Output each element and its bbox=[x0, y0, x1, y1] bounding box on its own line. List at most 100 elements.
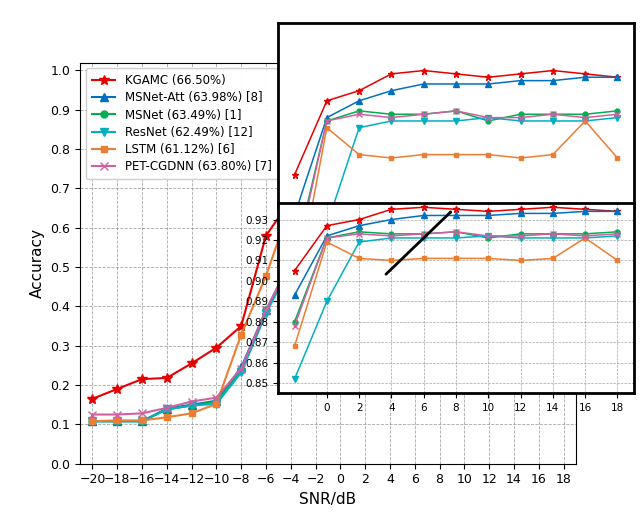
KGAMC (66.50%) bbox=[312, 105, 319, 111]
ResNet (62.49%) [12] bbox=[510, 98, 518, 105]
MSNet (63.49%) [1] bbox=[88, 418, 96, 424]
LSTM (61.12%) [6] bbox=[337, 99, 344, 105]
ResNet (62.49%) [12] bbox=[535, 98, 543, 105]
ResNet (62.49%) [12] bbox=[287, 262, 294, 268]
MSNet (63.49%) [1] bbox=[485, 97, 493, 104]
LSTM (61.12%) [6] bbox=[212, 401, 220, 407]
MSNet-Att (63.98%) [8] bbox=[287, 258, 294, 264]
MSNet-Att (63.98%) [8] bbox=[262, 307, 270, 314]
ResNet (62.49%) [12] bbox=[188, 402, 195, 408]
MSNet (63.49%) [1] bbox=[461, 98, 468, 105]
PET-CGDNN (63.80%) [7] bbox=[188, 399, 195, 405]
MSNet (63.49%) [1] bbox=[287, 262, 294, 268]
KGAMC (66.50%) bbox=[485, 93, 493, 99]
KGAMC (66.50%) bbox=[510, 92, 518, 98]
MSNet (63.49%) [1] bbox=[510, 97, 518, 104]
KGAMC (66.50%) bbox=[560, 93, 568, 100]
MSNet (63.49%) [1] bbox=[262, 307, 270, 314]
LSTM (61.12%) [6] bbox=[436, 102, 444, 108]
ResNet (62.49%) [12] bbox=[312, 126, 319, 132]
PET-CGDNN (63.80%) [7] bbox=[163, 405, 171, 411]
LSTM (61.12%) [6] bbox=[113, 417, 121, 424]
PET-CGDNN (63.80%) [7] bbox=[386, 98, 394, 104]
ResNet (62.49%) [12] bbox=[362, 99, 369, 105]
LSTM (61.12%) [6] bbox=[138, 417, 146, 424]
KGAMC (66.50%) bbox=[362, 95, 369, 101]
PET-CGDNN (63.80%) [7] bbox=[212, 394, 220, 401]
X-axis label: SNR/dB: SNR/dB bbox=[300, 492, 356, 507]
MSNet-Att (63.98%) [8] bbox=[461, 94, 468, 100]
LSTM (61.12%) [6] bbox=[188, 410, 195, 416]
MSNet-Att (63.98%) [8] bbox=[212, 398, 220, 404]
MSNet (63.49%) [1] bbox=[188, 402, 195, 408]
KGAMC (66.50%) bbox=[337, 96, 344, 102]
MSNet (63.49%) [1] bbox=[560, 97, 568, 103]
KGAMC (66.50%) bbox=[212, 344, 220, 351]
MSNet-Att (63.98%) [8] bbox=[188, 402, 195, 408]
MSNet-Att (63.98%) [8] bbox=[535, 93, 543, 100]
ResNet (62.49%) [12] bbox=[436, 98, 444, 105]
MSNet-Att (63.98%) [8] bbox=[411, 94, 419, 100]
ResNet (62.49%) [12] bbox=[163, 406, 171, 413]
Title: SNR-ACC: SNR-ACC bbox=[288, 40, 368, 58]
KGAMC (66.50%) bbox=[138, 376, 146, 382]
MSNet-Att (63.98%) [8] bbox=[560, 93, 568, 100]
MSNet-Att (63.98%) [8] bbox=[337, 98, 344, 104]
MSNet (63.49%) [1] bbox=[212, 399, 220, 405]
ResNet (62.49%) [12] bbox=[560, 98, 568, 104]
KGAMC (66.50%) bbox=[386, 93, 394, 99]
LSTM (61.12%) [6] bbox=[262, 272, 270, 279]
MSNet-Att (63.98%) [8] bbox=[312, 109, 319, 116]
PET-CGDNN (63.80%) [7] bbox=[237, 365, 245, 371]
PET-CGDNN (63.80%) [7] bbox=[436, 97, 444, 103]
LSTM (61.12%) [6] bbox=[163, 414, 171, 420]
ResNet (62.49%) [12] bbox=[212, 401, 220, 407]
MSNet (63.49%) [1] bbox=[386, 97, 394, 104]
LSTM (61.12%) [6] bbox=[88, 418, 96, 424]
MSNet-Att (63.98%) [8] bbox=[237, 364, 245, 370]
PET-CGDNN (63.80%) [7] bbox=[411, 97, 419, 104]
PET-CGDNN (63.80%) [7] bbox=[113, 412, 121, 418]
MSNet (63.49%) [1] bbox=[337, 98, 344, 105]
KGAMC (66.50%) bbox=[287, 197, 294, 203]
MSNet (63.49%) [1] bbox=[312, 115, 319, 121]
KGAMC (66.50%) bbox=[535, 93, 543, 99]
LSTM (61.12%) [6] bbox=[485, 103, 493, 109]
LSTM (61.12%) [6] bbox=[411, 102, 419, 108]
ResNet (62.49%) [12] bbox=[262, 311, 270, 317]
PET-CGDNN (63.80%) [7] bbox=[337, 98, 344, 105]
KGAMC (66.50%) bbox=[436, 93, 444, 99]
MSNet (63.49%) [1] bbox=[113, 418, 121, 424]
KGAMC (66.50%) bbox=[411, 92, 419, 98]
KGAMC (66.50%) bbox=[461, 93, 468, 100]
Line: LSTM (61.12%) [6]: LSTM (61.12%) [6] bbox=[89, 98, 567, 425]
MSNet-Att (63.98%) [8] bbox=[362, 96, 369, 102]
ResNet (62.49%) [12] bbox=[337, 110, 344, 117]
Line: MSNet-Att (63.98%) [8]: MSNet-Att (63.98%) [8] bbox=[88, 92, 568, 425]
Line: ResNet (62.49%) [12]: ResNet (62.49%) [12] bbox=[88, 97, 568, 425]
PET-CGDNN (63.80%) [7] bbox=[485, 98, 493, 104]
ResNet (62.49%) [12] bbox=[113, 418, 121, 424]
KGAMC (66.50%) bbox=[237, 323, 245, 329]
PET-CGDNN (63.80%) [7] bbox=[535, 98, 543, 104]
MSNet (63.49%) [1] bbox=[163, 406, 171, 413]
MSNet-Att (63.98%) [8] bbox=[163, 405, 171, 412]
MSNet-Att (63.98%) [8] bbox=[113, 418, 121, 424]
MSNet (63.49%) [1] bbox=[138, 418, 146, 424]
Line: PET-CGDNN (63.80%) [7]: PET-CGDNN (63.80%) [7] bbox=[88, 96, 568, 419]
PET-CGDNN (63.80%) [7] bbox=[510, 97, 518, 104]
PET-CGDNN (63.80%) [7] bbox=[362, 97, 369, 104]
KGAMC (66.50%) bbox=[188, 361, 195, 367]
ResNet (62.49%) [12] bbox=[411, 98, 419, 105]
PET-CGDNN (63.80%) [7] bbox=[461, 98, 468, 104]
LSTM (61.12%) [6] bbox=[362, 102, 369, 108]
ResNet (62.49%) [12] bbox=[461, 98, 468, 104]
KGAMC (66.50%) bbox=[262, 232, 270, 239]
KGAMC (66.50%) bbox=[163, 375, 171, 381]
LSTM (61.12%) [6] bbox=[237, 331, 245, 338]
LSTM (61.12%) [6] bbox=[535, 98, 543, 105]
ResNet (62.49%) [12] bbox=[386, 98, 394, 105]
KGAMC (66.50%) bbox=[88, 395, 96, 402]
MSNet-Att (63.98%) [8] bbox=[88, 418, 96, 424]
ResNet (62.49%) [12] bbox=[138, 418, 146, 424]
